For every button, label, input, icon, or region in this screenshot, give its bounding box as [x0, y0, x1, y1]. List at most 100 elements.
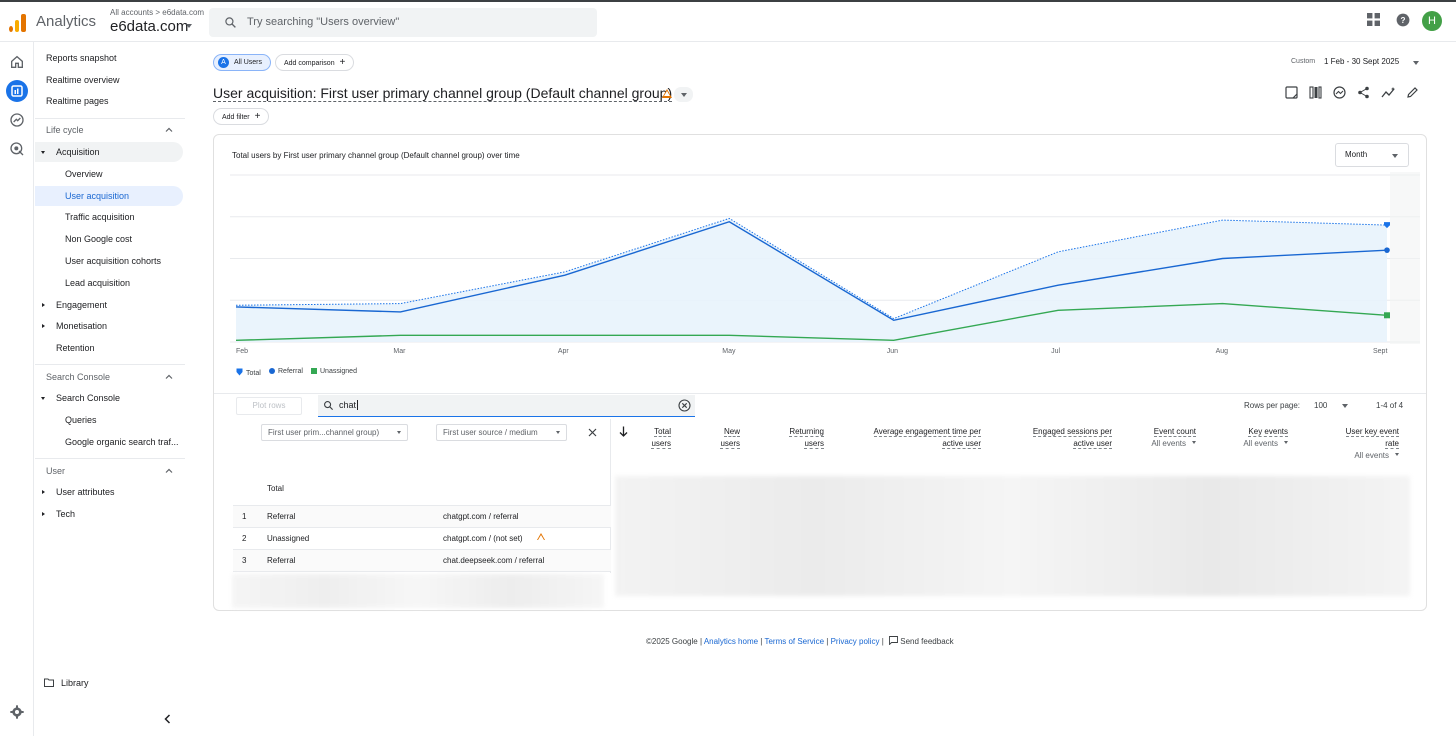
trend-sparkle-icon[interactable] [1381, 86, 1396, 99]
legend-unassigned[interactable]: Unassigned [311, 368, 357, 375]
secondary-dimension-select[interactable]: First user source / medium [436, 424, 567, 441]
metric-column-header[interactable]: User key event rate All events [1345, 426, 1399, 462]
reports-icon[interactable] [6, 80, 28, 102]
nav-section-life-cycle[interactable]: Life cycle [46, 125, 84, 135]
help-icon[interactable]: ? [1396, 13, 1410, 27]
nav-section-search-console[interactable]: Search Console [46, 372, 111, 382]
line-chart[interactable] [230, 172, 1420, 347]
row-channel[interactable]: Referral [267, 512, 296, 521]
home-icon[interactable] [9, 54, 25, 70]
metric-column-header[interactable]: Key events All events [1243, 426, 1288, 450]
nav-monetisation-label: Monetisation [56, 321, 108, 331]
all-users-chip[interactable]: A All Users [213, 54, 272, 71]
warning-icon[interactable] [662, 89, 672, 98]
table-search[interactable]: chat [318, 395, 695, 417]
nav-lead-acquisition[interactable]: Lead acquisition [65, 278, 131, 288]
column-event-filter[interactable]: All events [1243, 439, 1278, 448]
date-caret-icon[interactable] [1413, 61, 1419, 65]
warning-icon[interactable] [537, 533, 545, 540]
table-search-input[interactable]: chat [339, 400, 359, 410]
nav-acq-overview[interactable]: Overview [65, 169, 103, 179]
account-caret-icon[interactable] [186, 24, 192, 28]
row-channel[interactable]: Referral [267, 556, 296, 565]
customize-report-icon[interactable] [1285, 86, 1298, 99]
nav-engagement[interactable]: Engagement [35, 295, 183, 315]
collapse-nav-chevron-icon[interactable] [163, 714, 172, 724]
metric-column-header[interactable]: New users [720, 426, 740, 450]
add-comparison-button[interactable]: Add comparison + [275, 54, 355, 71]
clear-search-icon[interactable] [678, 399, 691, 412]
nav-queries[interactable]: Queries [65, 415, 97, 425]
metric-column-header[interactable]: Engaged sessions per active user [1032, 426, 1112, 450]
title-dropdown-button[interactable] [674, 87, 693, 102]
nav-reports-snapshot[interactable]: Reports snapshot [46, 53, 117, 63]
chevron-up-icon[interactable] [165, 373, 173, 381]
edit-pencil-icon[interactable] [1406, 86, 1419, 99]
footer-analytics-home-link[interactable]: Analytics home [703, 637, 759, 646]
footer-terms-link[interactable]: Terms of Service [764, 637, 825, 646]
metric-column-header[interactable]: Average engagement time per active user [873, 426, 981, 450]
collapse-caret-icon [42, 490, 45, 494]
global-search[interactable]: Try searching "Users overview" [209, 8, 597, 37]
row-source[interactable]: chatgpt.com / (not set) [443, 534, 523, 543]
nav-retention[interactable]: Retention [56, 343, 95, 353]
legend-total[interactable]: Total [236, 368, 261, 377]
nav-realtime-pages[interactable]: Realtime pages [46, 96, 109, 106]
explore-icon[interactable] [9, 112, 25, 128]
feedback-icon[interactable] [889, 636, 898, 646]
insights-icon[interactable] [1333, 86, 1346, 99]
row-channel[interactable]: Unassigned [267, 534, 310, 543]
chevron-up-icon[interactable] [165, 126, 173, 134]
metric-column-header[interactable]: Total users [651, 426, 671, 450]
nav-google-organic-search[interactable]: Google organic search traf... [65, 437, 179, 447]
column-event-filter[interactable]: All events [1151, 439, 1186, 448]
share-icon[interactable] [1357, 86, 1370, 99]
add-comparison-label: Add comparison [284, 60, 335, 67]
breadcrumb-all-accounts[interactable]: All accounts [110, 8, 154, 17]
account-breadcrumb[interactable]: All accounts > e6data.com [110, 8, 204, 17]
legend-total-marker-icon [236, 368, 243, 376]
add-filter-button[interactable]: Add filter + [213, 108, 270, 125]
apps-grid-icon[interactable] [1367, 13, 1380, 26]
column-event-filter[interactable]: All events [1354, 451, 1389, 460]
row-source[interactable]: chat.deepseek.com / referral [443, 556, 545, 565]
nav-user-attributes[interactable]: User attributes [35, 482, 183, 502]
nav-tech[interactable]: Tech [35, 504, 183, 524]
rows-per-page-caret-icon[interactable] [1342, 404, 1348, 408]
account-selector[interactable]: e6data.com [110, 18, 189, 35]
nav-user-acquisition[interactable]: User acquisition [35, 186, 183, 206]
advertising-icon[interactable] [9, 141, 25, 157]
footer: ©2025 Google | Analytics home | Terms of… [646, 636, 954, 646]
chevron-up-icon[interactable] [165, 467, 173, 475]
row-source[interactable]: chatgpt.com / referral [443, 512, 519, 521]
page-title[interactable]: User acquisition: First user primary cha… [213, 85, 673, 102]
nav-acquisition[interactable]: Acquisition [35, 142, 183, 162]
nav-user-acquisition-cohorts[interactable]: User acquisition cohorts [65, 256, 162, 266]
legend-referral[interactable]: Referral [269, 368, 303, 375]
nav-section-user[interactable]: User [46, 466, 66, 476]
nav-non-google-cost[interactable]: Non Google cost [65, 234, 133, 244]
nav-monetisation[interactable]: Monetisation [35, 316, 183, 336]
footer-privacy-link[interactable]: Privacy policy [830, 637, 880, 646]
rows-per-page-select[interactable]: 100 [1314, 401, 1328, 410]
chart-title: Total users by First user primary channe… [232, 151, 520, 160]
nav-realtime-overview[interactable]: Realtime overview [46, 75, 120, 85]
metric-column-header[interactable]: Returning users [789, 426, 824, 450]
breadcrumb-property[interactable]: e6data.com [162, 8, 205, 17]
search-placeholder[interactable]: Try searching "Users overview" [247, 16, 400, 28]
compare-columns-icon[interactable] [1309, 86, 1322, 99]
metric-column-header[interactable]: Event count All events [1151, 426, 1196, 450]
nav-library[interactable]: Library [35, 673, 183, 693]
footer-send-feedback[interactable]: Send feedback [900, 637, 954, 646]
analytics-logo-icon[interactable] [9, 14, 27, 32]
date-range-selector[interactable]: 1 Feb - 30 Sept 2025 [1324, 57, 1400, 66]
remove-dimension-close-icon[interactable] [588, 428, 597, 437]
granularity-select[interactable]: Month [1335, 143, 1409, 167]
sort-descending-arrow-icon[interactable] [619, 426, 628, 437]
nav-traffic-acquisition[interactable]: Traffic acquisition [65, 212, 135, 222]
primary-dimension-select[interactable]: First user prim...channel group) [261, 424, 408, 441]
plot-rows-button[interactable]: Plot rows [236, 397, 302, 415]
nav-search-console[interactable]: Search Console [35, 388, 183, 408]
user-avatar[interactable]: H [1422, 11, 1442, 31]
settings-gear-icon[interactable] [9, 704, 25, 720]
